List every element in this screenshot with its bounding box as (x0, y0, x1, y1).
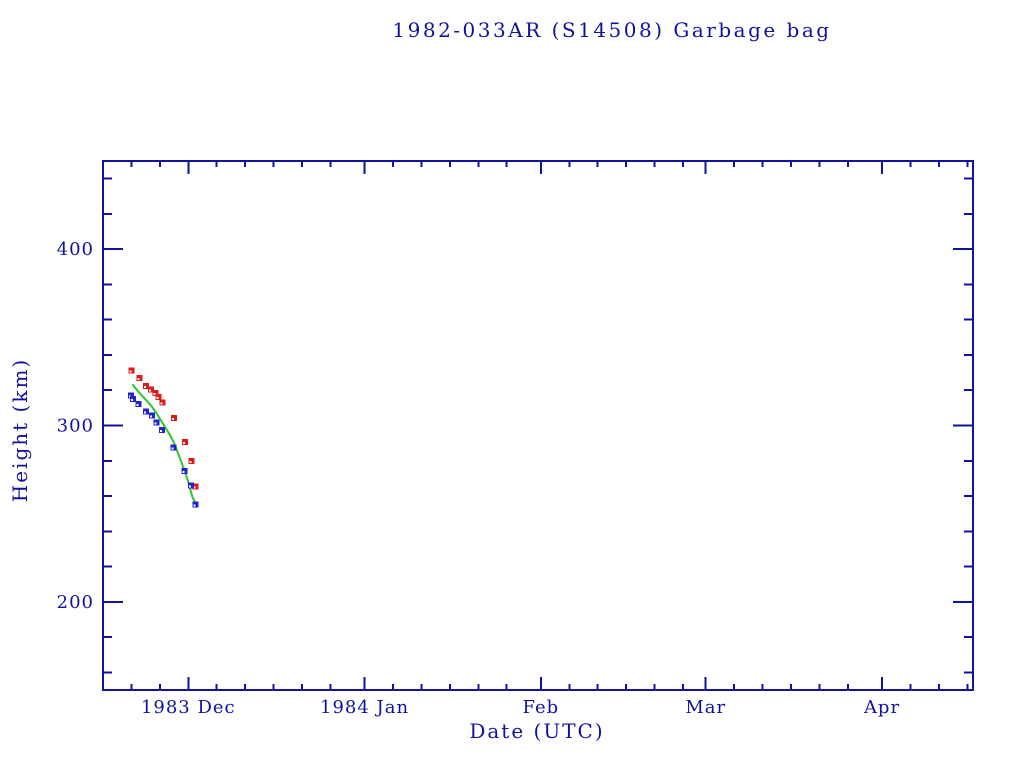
blue-squares-marker-dot (171, 447, 174, 450)
y-axis-tick-label: 400 (57, 239, 94, 260)
red-squares-marker-dot (137, 378, 140, 381)
y-axis-tick-label: 200 (57, 592, 94, 613)
blue-squares-marker-dot (189, 485, 192, 488)
red-squares-marker-dot (148, 389, 151, 392)
x-axis-tick-label: Feb (522, 697, 559, 718)
red-squares-marker-dot (144, 385, 147, 388)
x-axis-tick-label: 1984 Jan (320, 697, 409, 718)
y-axis-tick-label: 300 (57, 416, 94, 437)
blue-squares-marker-dot (131, 399, 134, 402)
blue-squares-marker-dot (160, 430, 163, 433)
plot-border (102, 160, 974, 691)
blue-squares-marker-dot (144, 411, 147, 414)
red-squares-marker-dot (182, 442, 185, 445)
blue-squares-marker-dot (136, 403, 139, 406)
chart-title: 1982-033AR (S14508) Garbage bag (392, 18, 832, 42)
red-squares-marker-dot (160, 402, 163, 405)
red-squares-marker-dot (189, 460, 192, 463)
x-axis-label: Date (UTC) (469, 719, 605, 743)
red-squares-marker-dot (153, 393, 156, 396)
red-squares-marker-dot (193, 486, 196, 489)
x-axis-tick-label: Apr (863, 697, 900, 718)
green-line-path (131, 383, 197, 505)
blue-squares-marker-dot (193, 504, 196, 507)
blue-squares-marker-dot (154, 422, 157, 425)
x-axis-tick-label: Mar (685, 697, 726, 718)
blue-squares-marker-dot (149, 415, 152, 418)
blue-squares-marker-dot (128, 395, 131, 398)
x-axis-tick-label: 1983 Dec (141, 697, 236, 718)
blue-squares-marker-dot (182, 470, 185, 473)
red-squares-marker-dot (129, 370, 132, 373)
red-squares-marker-dot (156, 396, 159, 399)
red-squares-marker-dot (172, 417, 175, 420)
